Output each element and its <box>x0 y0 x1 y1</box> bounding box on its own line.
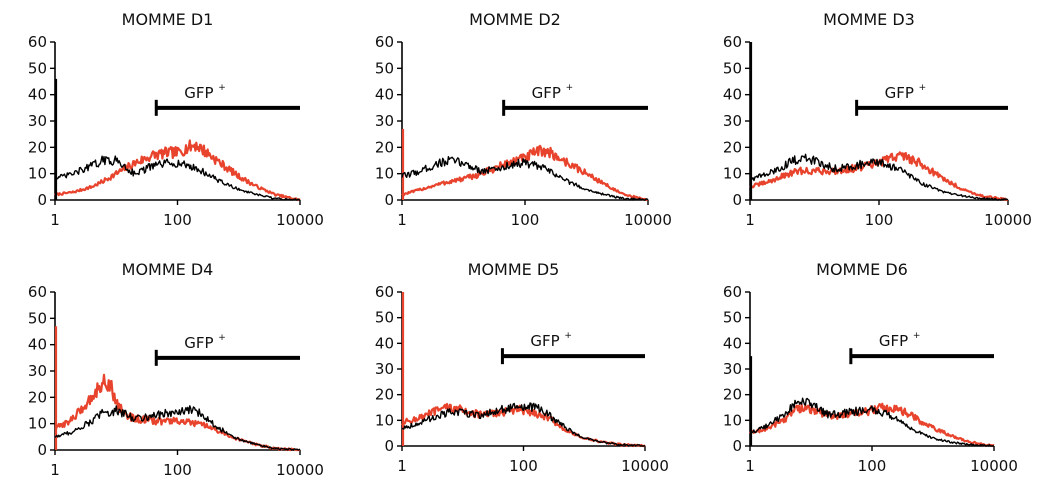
y-tick-label: 10 <box>28 415 47 433</box>
y-tick-label: 30 <box>723 112 742 130</box>
gfp-gate-label: GFP <box>184 334 213 352</box>
x-tick-label: 100 <box>865 211 894 229</box>
x-tick-label: 1 <box>397 211 407 229</box>
x-tick-label: 1 <box>397 457 407 475</box>
panel-title: MOMME D3 <box>823 10 915 29</box>
gfp-gate-label: GFP <box>184 84 213 102</box>
y-tick-label: 50 <box>28 59 47 77</box>
x-tick-label: 100 <box>509 457 538 475</box>
y-tick-label: 40 <box>375 86 394 104</box>
series-line-black <box>749 153 1009 201</box>
x-tick-label: 10000 <box>621 457 669 475</box>
y-tick-label: 60 <box>723 283 742 301</box>
y-tick-label: 0 <box>384 437 394 455</box>
gfp-gate-label-sup: + <box>564 331 572 341</box>
y-tick-label: 10 <box>723 165 742 183</box>
x-tick-label: 100 <box>163 211 192 229</box>
y-tick-label: 50 <box>723 309 742 327</box>
y-tick-label: 20 <box>28 388 47 406</box>
series-line-red <box>401 144 649 202</box>
y-tick-label: 50 <box>375 309 394 327</box>
x-tick-label: 1 <box>50 461 60 477</box>
y-tick-label: 10 <box>375 165 394 183</box>
x-tick-label: 10000 <box>984 211 1032 229</box>
gfp-gate-label: GFP <box>532 84 561 102</box>
y-tick-label: 40 <box>723 86 742 104</box>
gfp-gate-label-sup: + <box>919 83 927 93</box>
y-tick-label: 40 <box>375 334 394 352</box>
gfp-gate-label-sup: + <box>566 83 574 93</box>
y-tick-label: 60 <box>375 283 394 301</box>
series-line-black <box>749 397 995 447</box>
x-tick-label: 10000 <box>276 211 324 229</box>
y-tick-label: 0 <box>732 437 742 455</box>
y-tick-label: 50 <box>375 59 394 77</box>
y-tick-label: 40 <box>28 336 47 354</box>
x-tick-label: 10000 <box>624 211 672 229</box>
y-tick-label: 0 <box>37 441 47 459</box>
y-tick-label: 10 <box>28 165 47 183</box>
series-line-black <box>54 405 301 451</box>
y-tick-label: 20 <box>28 138 47 156</box>
gfp-gate-label: GFP <box>530 332 559 350</box>
y-tick-label: 30 <box>28 112 47 130</box>
x-tick-label: 1 <box>745 457 755 475</box>
x-tick-label: 10000 <box>276 461 324 477</box>
panel-5: MOMME D5 0 10 20 30 40 50 60 1 100 10000 GFP + <box>375 260 669 475</box>
y-tick-label: 20 <box>723 386 742 404</box>
x-tick-label: 10000 <box>970 457 1018 475</box>
y-tick-label: 60 <box>375 33 394 51</box>
gfp-gate-label-sup: + <box>218 83 226 93</box>
panel-3: MOMME D3 0 10 20 30 40 50 60 1 100 10000 GFP + <box>723 10 1032 229</box>
y-tick-label: 0 <box>37 191 47 209</box>
y-tick-label: 20 <box>375 138 394 156</box>
gfp-gate-label-sup: + <box>218 333 226 343</box>
x-tick-label: 100 <box>163 461 192 477</box>
panel-title: MOMME D6 <box>816 260 908 279</box>
panel-title: MOMME D2 <box>469 10 561 29</box>
y-tick-label: 50 <box>723 59 742 77</box>
gfp-gate-label-sup: + <box>913 331 921 341</box>
x-tick-label: 1 <box>745 211 755 229</box>
y-tick-label: 0 <box>732 191 742 209</box>
y-tick-label: 40 <box>723 334 742 352</box>
x-tick-label: 1 <box>50 211 60 229</box>
panel-1: MOMME D1 0 10 20 30 40 50 60 1 100 10000 GFP + <box>28 10 324 229</box>
y-tick-label: 30 <box>28 362 47 380</box>
series-line-black <box>401 156 649 201</box>
panel-4: MOMME D4 0 10 20 30 40 50 60 1 100 10000 GFP + <box>28 260 324 477</box>
panel-6: MOMME D6 0 10 20 30 40 50 60 1 100 10000 GFP + <box>723 260 1018 475</box>
y-tick-label: 30 <box>375 112 394 130</box>
y-tick-label: 30 <box>375 360 394 378</box>
x-tick-label: 100 <box>511 211 540 229</box>
y-tick-label: 20 <box>723 138 742 156</box>
panel-2: MOMME D2 0 10 20 30 40 50 60 1 100 10000 GFP + <box>375 10 672 229</box>
panel-title: MOMME D1 <box>122 10 214 29</box>
y-tick-label: 20 <box>375 386 394 404</box>
y-tick-label: 30 <box>723 360 742 378</box>
y-tick-label: 10 <box>723 411 742 429</box>
y-tick-label: 60 <box>723 33 742 51</box>
gfp-gate-label: GFP <box>879 332 908 350</box>
y-tick-label: 60 <box>28 283 47 301</box>
x-tick-label: 100 <box>858 457 887 475</box>
panel-title: MOMME D5 <box>468 260 560 279</box>
y-tick-label: 10 <box>375 411 394 429</box>
panel-title: MOMME D4 <box>122 260 214 279</box>
series-line-black <box>54 155 300 201</box>
gfp-gate-label: GFP <box>885 84 914 102</box>
series-line-black <box>401 402 646 447</box>
y-tick-label: 0 <box>384 191 394 209</box>
y-tick-label: 50 <box>28 309 47 327</box>
y-tick-label: 40 <box>28 86 47 104</box>
y-tick-label: 60 <box>28 33 47 51</box>
series-line-red <box>54 139 301 202</box>
